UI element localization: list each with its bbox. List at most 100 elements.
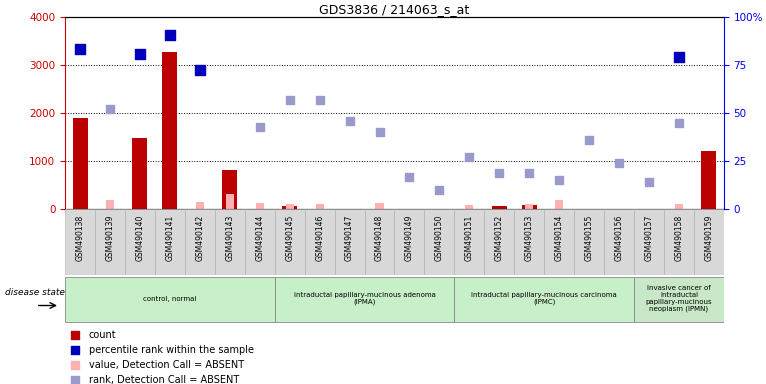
Point: [583, 137, 595, 143]
Point: [463, 154, 476, 161]
Bar: [634, 209, 664, 275]
Bar: [214, 209, 245, 275]
Point: [134, 51, 146, 57]
Bar: [275, 209, 305, 275]
Bar: [222, 170, 237, 209]
Bar: [73, 118, 87, 209]
Bar: [256, 203, 264, 209]
Text: GSM490154: GSM490154: [555, 215, 564, 261]
Point: [69, 347, 81, 353]
Point: [493, 170, 506, 176]
Point: [434, 187, 446, 193]
Point: [523, 170, 535, 176]
Point: [164, 32, 176, 38]
Bar: [375, 203, 384, 209]
Text: GSM490148: GSM490148: [375, 215, 384, 261]
Text: GSM490158: GSM490158: [674, 215, 683, 261]
Point: [69, 332, 81, 338]
Text: control, normal: control, normal: [143, 296, 197, 301]
Point: [313, 97, 326, 103]
Bar: [305, 209, 335, 275]
Point: [373, 129, 385, 136]
Bar: [522, 205, 537, 209]
Text: GSM490153: GSM490153: [525, 215, 534, 261]
Bar: [125, 209, 155, 275]
Text: value, Detection Call = ABSENT: value, Detection Call = ABSENT: [89, 360, 244, 370]
Text: GSM490147: GSM490147: [345, 215, 354, 261]
Text: intraductal papillary-mucinous carcinoma
(IPMC): intraductal papillary-mucinous carcinoma…: [471, 292, 617, 305]
Text: disease state: disease state: [5, 288, 65, 296]
Text: GSM490140: GSM490140: [136, 215, 145, 261]
Bar: [544, 209, 574, 275]
Point: [69, 377, 81, 383]
Bar: [185, 209, 214, 275]
Bar: [465, 205, 473, 209]
Point: [283, 97, 296, 103]
Bar: [155, 209, 185, 275]
Text: GSM490149: GSM490149: [405, 215, 414, 261]
Bar: [226, 194, 234, 209]
Bar: [282, 207, 297, 209]
Bar: [702, 151, 716, 209]
Bar: [454, 209, 484, 275]
Point: [613, 160, 625, 166]
Bar: [245, 209, 275, 275]
Point: [194, 67, 206, 73]
Bar: [604, 209, 634, 275]
Text: intraductal papillary-mucinous adenoma
(IPMA): intraductal papillary-mucinous adenoma (…: [293, 292, 436, 305]
Text: GSM490157: GSM490157: [644, 215, 653, 261]
Bar: [675, 205, 683, 209]
Bar: [286, 205, 294, 209]
Text: percentile rank within the sample: percentile rank within the sample: [89, 345, 254, 355]
Text: GSM490145: GSM490145: [285, 215, 294, 261]
Text: count: count: [89, 330, 116, 340]
Bar: [525, 204, 533, 209]
Point: [74, 46, 87, 52]
Text: GSM490143: GSM490143: [225, 215, 234, 261]
Bar: [275, 277, 454, 322]
Bar: [634, 277, 724, 322]
Bar: [492, 206, 507, 209]
Bar: [574, 209, 604, 275]
Bar: [196, 202, 204, 209]
Text: GSM490152: GSM490152: [495, 215, 504, 261]
Bar: [335, 209, 365, 275]
Text: GSM490156: GSM490156: [614, 215, 624, 261]
Bar: [394, 209, 424, 275]
Bar: [514, 209, 544, 275]
Text: GSM490144: GSM490144: [255, 215, 264, 261]
Title: GDS3836 / 214063_s_at: GDS3836 / 214063_s_at: [319, 3, 470, 16]
Text: GSM490159: GSM490159: [705, 215, 713, 261]
Bar: [454, 277, 634, 322]
Text: GSM490150: GSM490150: [435, 215, 444, 261]
Bar: [162, 52, 178, 209]
Bar: [694, 209, 724, 275]
Bar: [65, 277, 275, 322]
Bar: [365, 209, 394, 275]
Text: GSM490139: GSM490139: [106, 215, 115, 261]
Bar: [106, 200, 114, 209]
Point: [254, 124, 266, 130]
Text: GSM490146: GSM490146: [315, 215, 324, 261]
Point: [404, 174, 416, 180]
Point: [104, 106, 116, 113]
Point: [343, 118, 355, 124]
Bar: [316, 205, 324, 209]
Text: GSM490151: GSM490151: [465, 215, 474, 261]
Text: GSM490138: GSM490138: [76, 215, 84, 261]
Text: GSM490142: GSM490142: [195, 215, 205, 261]
Point: [69, 362, 81, 368]
Text: GSM490155: GSM490155: [584, 215, 594, 261]
Point: [643, 179, 655, 185]
Bar: [95, 209, 125, 275]
Text: rank, Detection Call = ABSENT: rank, Detection Call = ABSENT: [89, 375, 239, 384]
Point: [673, 120, 685, 126]
Bar: [65, 209, 95, 275]
Point: [553, 177, 565, 183]
Bar: [555, 200, 563, 209]
Point: [673, 54, 685, 60]
Bar: [484, 209, 514, 275]
Bar: [424, 209, 454, 275]
Bar: [664, 209, 694, 275]
Bar: [133, 138, 148, 209]
